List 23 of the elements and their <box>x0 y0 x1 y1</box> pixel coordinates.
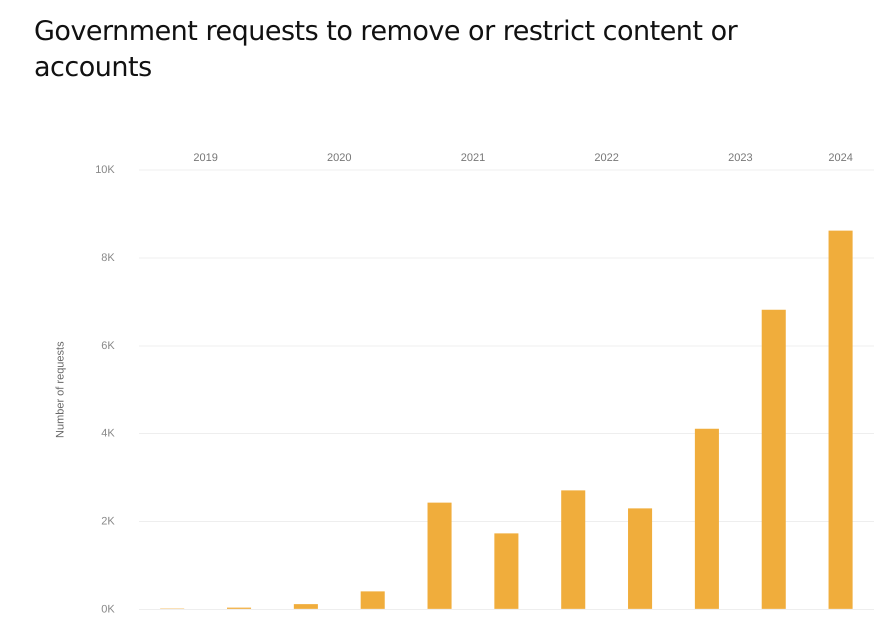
x-tick-label: 2023 <box>728 152 753 164</box>
y-tick-label: 6K <box>101 340 116 352</box>
y-tick-label: 10K <box>95 164 116 176</box>
x-tick-label: 2019 <box>193 152 218 164</box>
y-tick-label: 8K <box>101 252 116 264</box>
bar <box>360 591 385 609</box>
x-tick-label: 2021 <box>460 152 486 164</box>
bar <box>428 502 452 609</box>
bar <box>294 604 318 609</box>
bar <box>694 428 719 609</box>
y-tick-label: 4K <box>101 428 116 440</box>
bar <box>628 508 652 609</box>
x-tick-label: 2022 <box>594 152 619 164</box>
bar <box>762 310 786 609</box>
y-tick-label: 0K <box>101 603 116 616</box>
bar <box>561 490 586 609</box>
y-axis-title: Number of requests <box>54 340 67 438</box>
bar <box>828 230 853 609</box>
y-tick-label: 2K <box>101 516 116 528</box>
chart-title: Government requests to remove or restrict content or accounts <box>33 15 739 85</box>
x-tick-label: 2020 <box>327 152 352 164</box>
bar <box>494 533 518 609</box>
x-tick-label: 2024 <box>828 152 853 164</box>
